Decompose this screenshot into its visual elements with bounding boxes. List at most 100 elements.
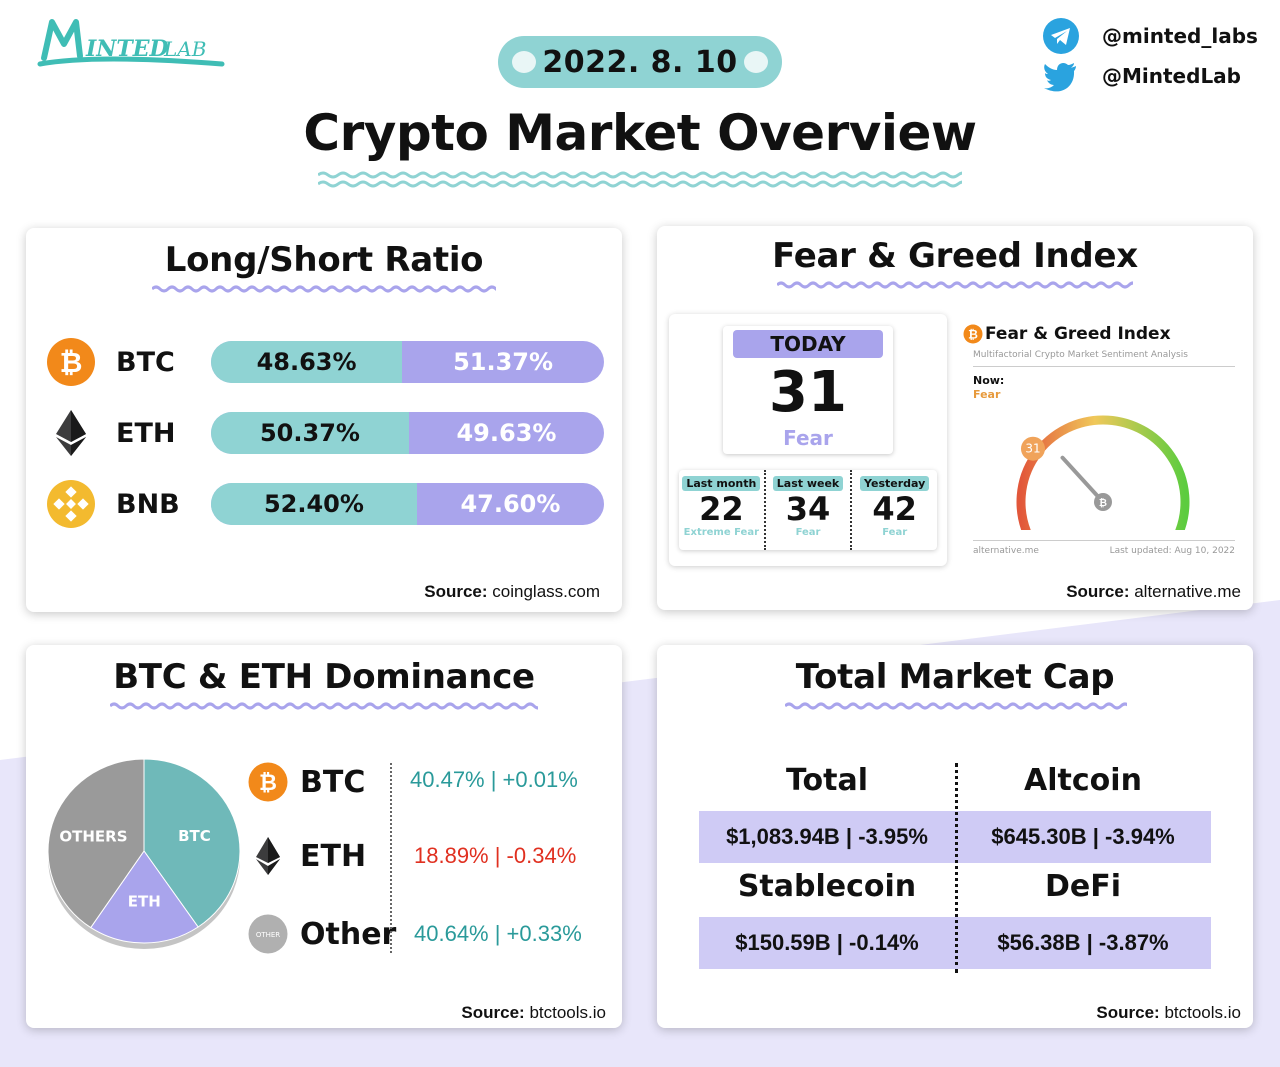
today-box: TODAY 31 Fear xyxy=(723,326,893,454)
widget-footer-updated: Last updated: Aug 10, 2022 xyxy=(1109,546,1235,556)
title-wave-underline xyxy=(318,171,962,188)
pie-slice-eth xyxy=(90,850,199,944)
dominance-row-eth: ETH xyxy=(248,831,608,881)
svg-text:LAB: LAB xyxy=(163,37,206,61)
long-short-title: Long/Short Ratio xyxy=(164,240,484,280)
gauge-needle xyxy=(1060,455,1105,504)
ls-short-value: 51.37% xyxy=(453,348,554,376)
fear-greed-summary: TODAY 31 Fear Last month 22 Extreme Fear… xyxy=(669,314,947,566)
market-cap-divider xyxy=(955,763,958,973)
ls-long-segment: 52.40% xyxy=(211,483,417,525)
twitter-icon xyxy=(1044,62,1076,92)
market-cap-title: Total Market Cap xyxy=(795,657,1115,697)
ls-long-value: 50.37% xyxy=(259,419,360,447)
mintedlab-logo: INTED LAB xyxy=(37,19,225,67)
mc-value-altcoin: $645.30B | -3.94% xyxy=(955,811,1211,863)
mc-value-stablecoin: $150.59B | -0.14% xyxy=(699,917,955,969)
dominance-card: BTC & ETH Dominance BTC ETH OTHERS ₿ BTC 4… xyxy=(26,645,622,1028)
history-value: 34 xyxy=(785,490,831,528)
widget-footer-source: alternative.me xyxy=(973,546,1039,556)
today-value: 31 xyxy=(769,360,847,425)
source-value: alternative.me xyxy=(1134,582,1241,601)
widget-now-value: Fear xyxy=(973,388,1001,401)
ls-coin-name: BTC xyxy=(116,346,175,378)
page-title: Crypto Market Overview xyxy=(303,104,977,162)
today-label: TODAY xyxy=(733,330,883,358)
mc-header-stablecoin: Stablecoin xyxy=(737,869,917,904)
pie-label-eth: ETH xyxy=(128,893,161,911)
bitcoin-icon: ₿ xyxy=(47,338,95,386)
fear-greed-source: Source: alternative.me xyxy=(1066,582,1241,602)
dominance-coin-name: BTC xyxy=(300,764,366,800)
svg-text:INTED: INTED xyxy=(85,36,169,62)
source-value: btctools.io xyxy=(529,1003,606,1022)
pill-dot-right xyxy=(744,51,768,73)
mc-header-altcoin: Altcoin xyxy=(1024,763,1142,798)
gauge-value-text: 31 xyxy=(1025,442,1040,456)
ls-long-segment: 50.37% xyxy=(211,412,409,454)
history-last-week: Last week 34 Fear xyxy=(763,470,851,550)
widget-divider xyxy=(973,366,1235,367)
mc-value-defi: $56.38B | -3.87% xyxy=(955,917,1211,969)
fear-greed-widget: ₿ Fear & Greed Index Multifactorial Cryp… xyxy=(963,314,1253,564)
widget-footer: alternative.me Last updated: Aug 10, 202… xyxy=(973,540,1235,556)
ls-row-btc: ₿ BTC 48.63% 51.37% xyxy=(46,338,606,386)
dominance-value-eth: 18.89% | -0.34% xyxy=(414,843,577,868)
ls-short-segment: 51.37% xyxy=(402,341,604,383)
dominance-title: BTC & ETH Dominance xyxy=(113,657,535,697)
dominance-row-other: OTHER Other xyxy=(248,909,608,959)
pie-slice-btc xyxy=(143,758,241,928)
svg-text:₿: ₿ xyxy=(259,771,277,796)
bitcoin-icon: ₿ xyxy=(248,762,288,802)
source-label: Source: xyxy=(1066,582,1130,601)
market-cap-card: Total Market Cap Total Altcoin $1,083.94… xyxy=(657,645,1253,1028)
source-label: Source: xyxy=(461,1003,525,1022)
history-label: Last month xyxy=(682,476,761,491)
ls-short-value: 49.63% xyxy=(456,419,557,447)
mc-value-total: $1,083.94B | -3.95% xyxy=(699,811,955,863)
ls-short-value: 47.60% xyxy=(460,490,561,518)
telegram-handle: @minted_labs xyxy=(1102,24,1258,48)
gauge-value-badge xyxy=(1020,436,1045,461)
svg-text:₿: ₿ xyxy=(1099,497,1107,509)
history-yesterday: Yesterday 42 Fear xyxy=(850,470,937,550)
history-label: Last week xyxy=(772,476,844,491)
ls-row-eth: ETH 50.37% 49.63% xyxy=(46,409,606,457)
bnb-icon xyxy=(47,480,95,528)
fear-greed-card: Fear & Greed Index TODAY 31 Fear Last mo… xyxy=(657,226,1253,610)
twitter-handle: @MintedLab xyxy=(1102,64,1241,88)
widget-now-label: Now: xyxy=(973,374,1005,387)
telegram-link[interactable]: @minted_labs xyxy=(1042,16,1262,56)
history-value: 42 xyxy=(872,490,917,528)
history-classification: Extreme Fear xyxy=(683,527,760,538)
source-value: coinglass.com xyxy=(492,582,600,601)
fear-greed-wave xyxy=(777,281,1133,289)
pill-dot-left xyxy=(512,51,536,73)
gauge-hub xyxy=(1094,493,1112,511)
pie-label-others: OTHERS xyxy=(59,827,127,845)
history-last-month: Last month 22 Extreme Fear xyxy=(679,470,764,550)
pie-slice-others xyxy=(47,758,145,929)
dominance-value-other: 40.64% | +0.33% xyxy=(414,921,582,946)
dominance-wave xyxy=(110,702,538,710)
dominance-row-btc: ₿ BTC xyxy=(248,757,608,807)
svg-text:₿: ₿ xyxy=(968,328,978,342)
source-label: Source: xyxy=(424,582,488,601)
ls-ratio-bar: 48.63% 51.37% xyxy=(211,341,604,383)
source-value: btctools.io xyxy=(1164,1003,1241,1022)
ls-coin-name: ETH xyxy=(116,417,176,449)
svg-text:₿: ₿ xyxy=(60,346,83,379)
market-cap-wave xyxy=(785,702,1127,710)
today-classification: Fear xyxy=(783,426,833,450)
twitter-link[interactable]: @MintedLab xyxy=(1042,56,1262,96)
widget-title: Fear & Greed Index xyxy=(985,324,1171,344)
ls-long-value: 48.63% xyxy=(256,348,357,376)
dominance-source: Source: btctools.io xyxy=(461,1003,606,1023)
dominance-pie-chart: BTC ETH OTHERS xyxy=(47,758,241,949)
dominance-value-btc: 40.47% | +0.01% xyxy=(410,767,578,792)
ethereum-icon xyxy=(256,837,280,875)
ls-short-segment: 49.63% xyxy=(409,412,604,454)
source-label: Source: xyxy=(1096,1003,1160,1022)
bitcoin-icon: ₿ xyxy=(963,324,983,344)
ls-coin-name: BNB xyxy=(116,488,180,520)
